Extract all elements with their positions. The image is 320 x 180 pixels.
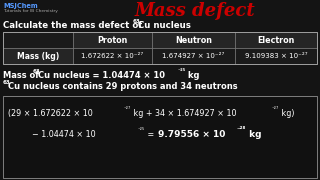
Text: kg + 34 × 1.674927 × 10: kg + 34 × 1.674927 × 10 (131, 109, 236, 118)
Text: 9.79556 × 10: 9.79556 × 10 (158, 130, 225, 139)
Bar (152, 32, 235, 48)
Text: Mass defect: Mass defect (135, 3, 255, 21)
Text: kg: kg (185, 71, 199, 80)
Text: ⁻²⁵: ⁻²⁵ (138, 128, 145, 133)
Text: Mass of: Mass of (3, 71, 42, 80)
Text: 63: 63 (3, 80, 11, 85)
Bar (73, 32, 152, 48)
Text: Cu nucleus = 1.04474 × 10: Cu nucleus = 1.04474 × 10 (38, 71, 165, 80)
Text: kg: kg (246, 130, 261, 139)
Bar (235, 48, 317, 64)
Bar (235, 32, 317, 48)
Text: Proton: Proton (97, 36, 128, 45)
Text: 9.109383 × 10⁻²⁷: 9.109383 × 10⁻²⁷ (245, 53, 307, 59)
Bar (152, 48, 235, 64)
Text: Electron: Electron (257, 36, 295, 45)
Text: ⁻²⁸: ⁻²⁸ (237, 127, 246, 133)
Text: 63: 63 (133, 19, 141, 24)
Bar (3, 32, 317, 64)
Text: ⁻²⁵: ⁻²⁵ (178, 69, 186, 74)
Text: − 1.04474 × 10: − 1.04474 × 10 (32, 130, 96, 139)
Text: ⁻²⁷: ⁻²⁷ (272, 107, 279, 112)
Text: Tutorials for IB Chemistry: Tutorials for IB Chemistry (3, 10, 58, 14)
Text: =: = (145, 130, 157, 139)
Bar (3, 32, 73, 48)
Text: (29 × 1.672622 × 10: (29 × 1.672622 × 10 (8, 109, 93, 118)
Text: Mass (kg): Mass (kg) (17, 52, 59, 61)
Bar (73, 48, 152, 64)
Bar (3, 48, 73, 64)
Text: MSJChem: MSJChem (3, 3, 38, 8)
Text: Cu nucleus contains 29 protons and 34 neutrons: Cu nucleus contains 29 protons and 34 ne… (8, 82, 238, 91)
Bar (3, 96, 317, 178)
Text: Calculate the mass defect of: Calculate the mass defect of (3, 21, 145, 30)
Text: Cu nucleus: Cu nucleus (138, 21, 191, 30)
Text: 1.672622 × 10⁻²⁷: 1.672622 × 10⁻²⁷ (81, 53, 144, 59)
Text: Neutron: Neutron (175, 36, 212, 45)
Text: 63: 63 (33, 69, 41, 74)
Text: kg): kg) (279, 109, 294, 118)
Text: ⁻²⁷: ⁻²⁷ (124, 107, 131, 112)
Text: 1.674927 × 10⁻²⁷: 1.674927 × 10⁻²⁷ (162, 53, 225, 59)
